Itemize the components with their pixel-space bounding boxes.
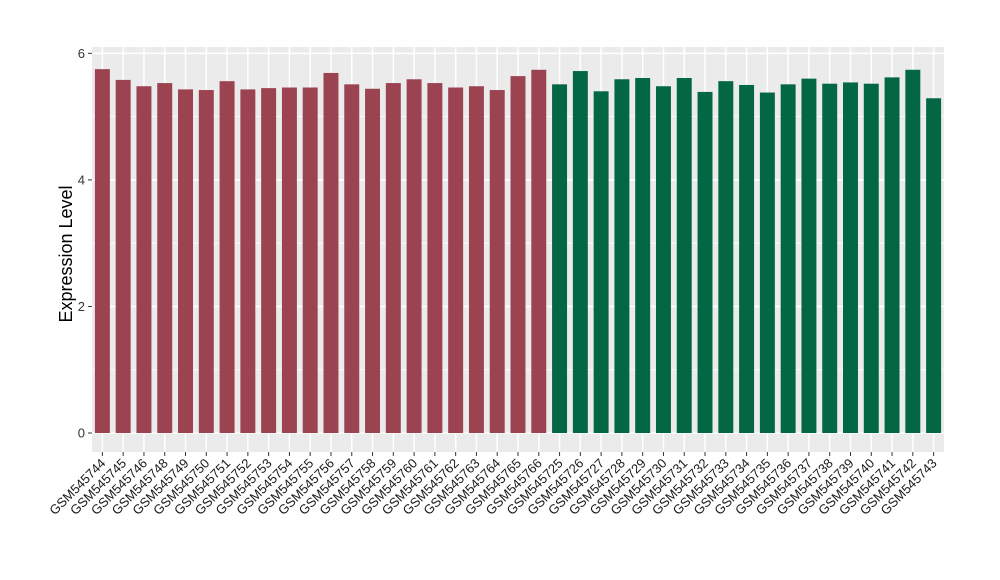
bar-GSM545752	[240, 89, 256, 434]
bar-GSM545727	[593, 91, 609, 434]
bar-GSM545746	[136, 86, 152, 434]
bar-GSM545762	[448, 87, 464, 434]
bar-GSM545760	[406, 79, 422, 434]
y-tick-label: 2	[78, 299, 85, 314]
y-axis: 0 2 4 6	[78, 46, 92, 441]
bar-GSM545739	[843, 82, 858, 434]
bar-GSM545753	[261, 88, 277, 434]
bar-GSM545733	[718, 81, 734, 434]
bar-GSM545748	[157, 83, 173, 434]
bar-GSM545731	[676, 78, 692, 434]
bar-GSM545755	[302, 87, 318, 434]
bar-GSM545754	[281, 87, 297, 434]
bar-GSM545729	[635, 78, 651, 434]
y-tick-label: 4	[78, 172, 85, 187]
bar-GSM545737	[801, 78, 817, 434]
x-axis: GSM545744GSM545745GSM545746GSM545748GSM5…	[46, 452, 940, 518]
bar-GSM545756	[323, 72, 339, 434]
bar-GSM545764	[489, 90, 505, 434]
bar-GSM545728	[614, 79, 630, 434]
bar-GSM545730	[655, 86, 671, 434]
y-tick-label: 6	[78, 46, 85, 61]
bar-GSM545734	[739, 84, 755, 434]
bar-GSM545750	[198, 90, 214, 434]
bar-GSM545735	[759, 92, 775, 434]
bar-GSM545743	[926, 98, 942, 434]
bar-GSM545751	[219, 81, 235, 434]
bars-group	[94, 69, 942, 434]
bar-GSM545758	[365, 88, 381, 434]
bar-GSM545765	[510, 76, 526, 434]
bar-GSM545738	[822, 83, 838, 434]
bar-GSM545736	[780, 84, 796, 434]
bar-GSM545759	[385, 83, 401, 434]
bar-GSM545740	[863, 83, 879, 434]
bar-GSM545757	[344, 84, 360, 434]
bar-GSM545741	[884, 77, 900, 434]
bar-GSM545749	[178, 89, 193, 434]
bar-GSM545732	[697, 91, 713, 434]
bar-GSM545725	[552, 84, 568, 434]
bar-GSM545761	[427, 83, 443, 434]
y-axis-title: Expression Level	[56, 185, 76, 322]
y-tick-label: 0	[78, 426, 85, 441]
bar-GSM545766	[531, 69, 547, 434]
bar-GSM545726	[572, 71, 588, 434]
bar-GSM545763	[468, 86, 484, 434]
bar-GSM545745	[115, 79, 131, 434]
bar-GSM545742	[905, 69, 921, 434]
bar-GSM545744	[94, 69, 110, 434]
